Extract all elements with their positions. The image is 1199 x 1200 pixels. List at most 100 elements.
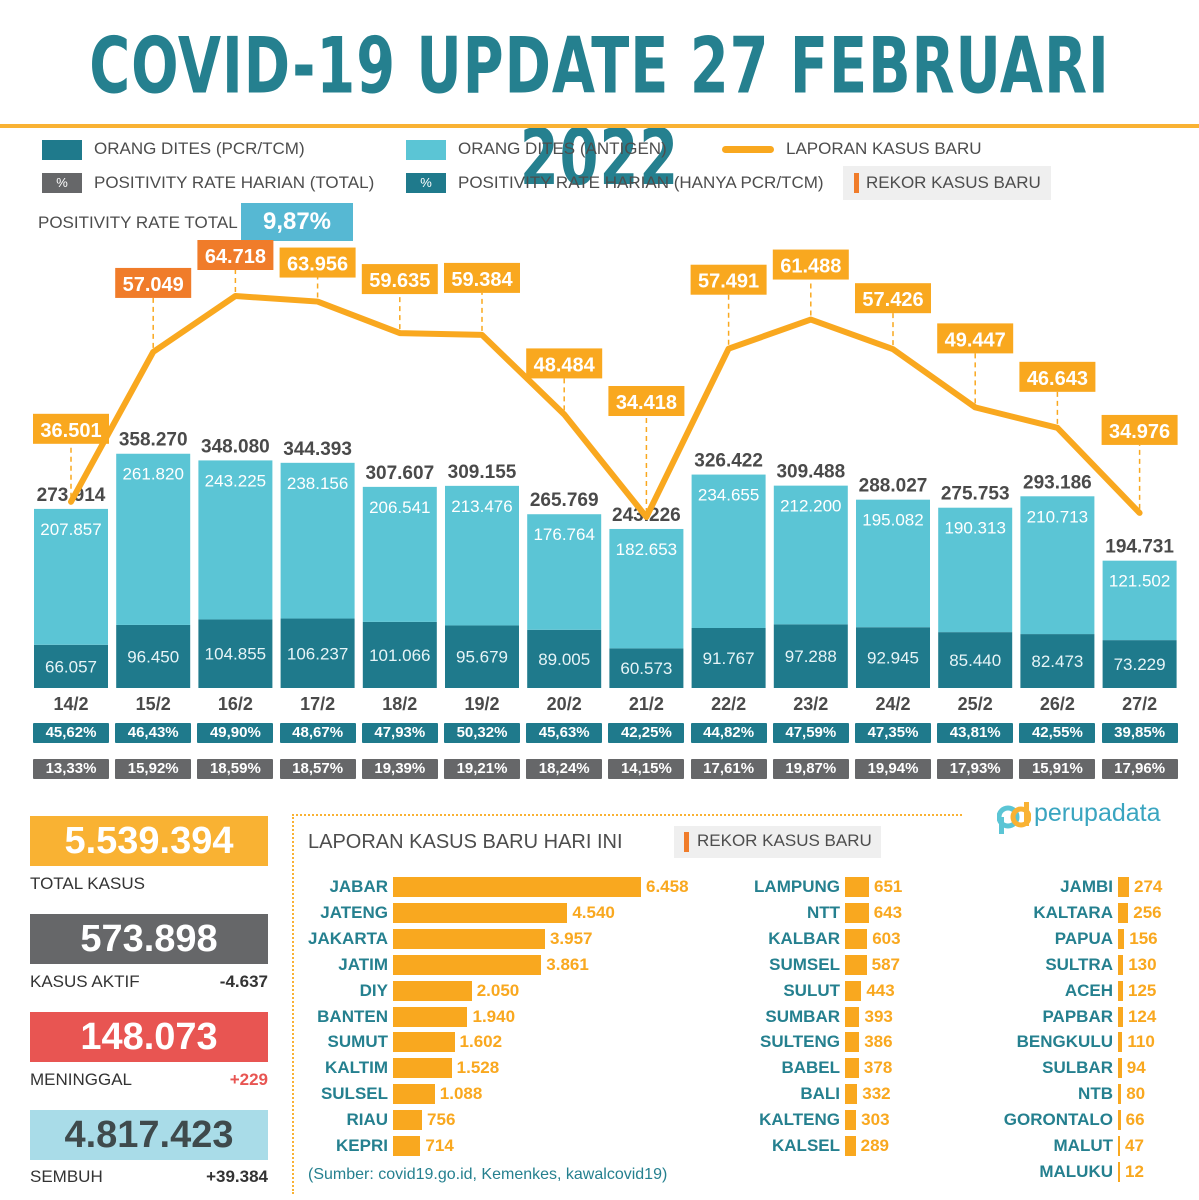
today-title: LAPORAN KASUS BARU HARI INI (308, 831, 623, 853)
province-name: BANTEN (317, 1006, 388, 1026)
deaths-delta: +229 (229, 1070, 268, 1089)
bar-antigen (527, 514, 602, 630)
province-bar (845, 1110, 857, 1131)
province-bar (1118, 980, 1124, 1001)
province-bar (393, 1006, 468, 1027)
province-bar (845, 1084, 858, 1105)
province-name: JAMBI (1060, 877, 1113, 896)
case-badge (33, 413, 109, 444)
province-bar (845, 980, 862, 1001)
bar-antigen-label: 176.764 (533, 525, 594, 544)
province-value: 124 (1127, 1006, 1157, 1026)
province-value: 110 (1127, 1032, 1155, 1052)
province-bar (1118, 1084, 1122, 1105)
province-value: 94 (1126, 1058, 1146, 1078)
bar-pcr (691, 627, 766, 688)
bar-pcr (527, 629, 602, 688)
bar-pcr (445, 625, 519, 688)
legend-pct-symbol-pcr: % (420, 175, 432, 190)
positivity-pcr-pill: 47,93% (361, 723, 438, 743)
province-value: 603 (872, 928, 901, 948)
province-name: SULBAR (1042, 1058, 1113, 1078)
active-cases-value: 573.898 (30, 914, 268, 964)
bar-total-label: 326.422 (694, 451, 763, 472)
x-tick-label: 27/2 (1122, 694, 1157, 714)
recovered-delta: +39.384 (206, 1167, 268, 1186)
bar-antigen (856, 499, 930, 628)
x-tick-label: 15/2 (136, 694, 171, 714)
province-name: PAPUA (1054, 928, 1113, 948)
bar-total-label: 309.488 (776, 462, 845, 483)
province-value: 2.050 (476, 980, 520, 1000)
province-name: KALTARA (1033, 902, 1113, 922)
record-case-badge (197, 240, 274, 270)
province-value: 587 (871, 954, 900, 974)
case-value-label: 48.484 (534, 354, 596, 376)
bar-antigen-label: 207.857 (40, 520, 101, 539)
province-value: 1.602 (459, 1032, 503, 1052)
bar-pcr-label: 96.450 (127, 647, 179, 666)
case-value-label: 49.447 (945, 329, 1006, 351)
positivity-total-pill: 18,57% (279, 759, 356, 779)
bar-antigen-label: 195.082 (862, 511, 923, 530)
province-bar (1118, 1161, 1120, 1182)
positivity-pcr-pill: 44,82% (690, 723, 767, 743)
positivity-total-pill: 19,39% (361, 759, 438, 779)
province-value: 643 (873, 902, 903, 922)
bar-antigen (198, 460, 273, 620)
province-bar (845, 1058, 859, 1079)
bar-antigen-label: 210.713 (1027, 507, 1088, 526)
province-name: PAPBAR (1042, 1006, 1113, 1026)
case-badge (855, 283, 931, 314)
x-tick-label: 26/2 (1040, 694, 1075, 714)
province-value: 1.940 (472, 1006, 516, 1026)
bar-pcr-label: 95.679 (456, 648, 508, 667)
bar-pcr-label: 91.767 (703, 649, 755, 668)
province-bar (1118, 902, 1129, 923)
brand-name: perupadata (1034, 799, 1161, 827)
bar-pcr-label: 73.229 (1114, 655, 1166, 674)
bar-antigen-label: 213.476 (451, 497, 512, 516)
bar-pcr-label: 85.440 (949, 651, 1001, 670)
source-note: (Sumber: covid19.go.id, Kemenkes, kawalc… (308, 1166, 668, 1183)
legend-swatch-pos-total (42, 173, 82, 193)
positivity-total-pill: 18,24% (526, 759, 603, 779)
case-value-label: 57.426 (862, 289, 923, 311)
province-bar (1118, 954, 1124, 975)
today-panel-border-top (292, 814, 962, 817)
province-name: KALTIM (325, 1058, 388, 1078)
bar-antigen-label: 182.653 (616, 540, 677, 559)
bar-antigen (1102, 560, 1177, 641)
x-tick-label: 25/2 (958, 694, 993, 714)
bar-pcr (280, 618, 355, 688)
province-name: SUMSEL (769, 954, 840, 974)
x-tick-label: 19/2 (464, 694, 499, 714)
today-record-label: REKOR KASUS BARU (697, 831, 872, 850)
bar-antigen (362, 486, 437, 622)
province-bar (393, 928, 545, 949)
case-badge (1019, 361, 1096, 392)
bar-pcr-label: 106.237 (287, 644, 348, 663)
province-value: 386 (864, 1032, 893, 1052)
bar-pcr-label: 66.057 (45, 657, 97, 676)
case-value-label: 59.384 (451, 269, 513, 291)
province-value: 4.540 (572, 902, 615, 922)
bar-pcr-label: 97.288 (785, 647, 837, 666)
bar-antigen-label: 243.225 (205, 471, 266, 490)
province-bar (1118, 1006, 1123, 1027)
case-value-label: 61.488 (780, 256, 841, 278)
bar-antigen (773, 485, 848, 625)
province-name: BENGKULU (1016, 1032, 1113, 1052)
record-case-badge (115, 267, 192, 298)
daily-chart: 66.057207.857273.91414/296.450261.820358… (33, 240, 1178, 714)
province-name: NTB (1078, 1084, 1113, 1104)
bar-pcr (938, 632, 1013, 688)
province-value: 714 (425, 1136, 454, 1155)
province-name: SUMBAR (765, 1006, 840, 1026)
bar-pcr (116, 624, 191, 688)
province-bar (845, 1032, 860, 1053)
bar-pcr-label: 89.005 (538, 650, 590, 669)
province-value: 332 (862, 1084, 891, 1104)
province-bar (393, 1110, 423, 1131)
x-tick-label: 24/2 (875, 694, 910, 714)
